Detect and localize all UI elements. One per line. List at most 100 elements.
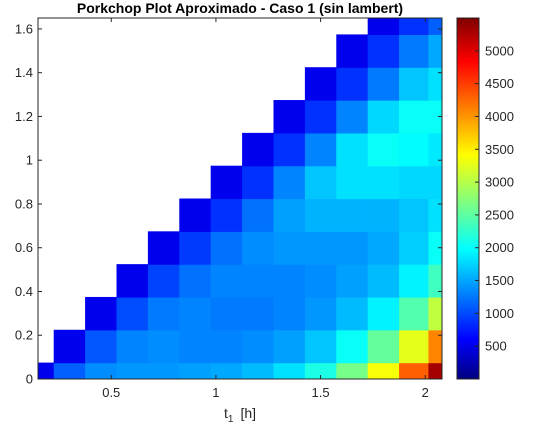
- heatmap-cell: [428, 100, 442, 134]
- heatmap-cell: [428, 329, 442, 364]
- plot-frame: [37, 17, 443, 380]
- heatmap-cell: [242, 296, 275, 331]
- heatmap-cell: [399, 296, 429, 331]
- y-tick-label: 1.2: [15, 109, 33, 124]
- heatmap-cell: [336, 264, 369, 298]
- heatmap-cell: [242, 264, 275, 298]
- heatmap-cell: [399, 329, 429, 364]
- heatmap-cell: [428, 296, 442, 331]
- heatmap-cell: [336, 362, 369, 379]
- heatmap-cell: [367, 34, 400, 68]
- heatmap-cell: [179, 264, 212, 298]
- heatmap-cell: [336, 165, 369, 200]
- x-axis-label-main: t: [224, 405, 228, 421]
- heatmap-cell: [304, 198, 337, 232]
- heatmap-cell: [399, 132, 429, 167]
- y-tick-label: 1.4: [15, 65, 33, 80]
- heatmap-cell: [273, 329, 306, 364]
- heatmap-cell: [428, 231, 442, 265]
- heatmap-cell: [304, 100, 337, 134]
- y-tick-label: 1.6: [15, 21, 33, 36]
- heatmap-cell: [242, 231, 275, 265]
- heatmap-cell: [273, 362, 306, 379]
- heatmap-cell: [336, 67, 369, 101]
- heatmap-cell: [147, 362, 180, 379]
- x-tick-label: 1: [212, 385, 219, 400]
- heatmap-cell: [399, 18, 429, 36]
- heatmap-cell: [210, 264, 243, 298]
- heatmap-cell: [399, 165, 429, 200]
- heatmap-cell: [179, 329, 212, 364]
- heatmap-cell: [147, 231, 180, 265]
- colorbar-tick-label: 4500: [485, 76, 514, 91]
- y-tick-label: 0.8: [15, 196, 33, 211]
- heatmap-cell: [367, 67, 400, 101]
- heatmap-cell: [304, 132, 337, 167]
- heatmap-cell: [399, 100, 429, 134]
- heatmap-cell: [210, 231, 243, 265]
- x-tick-label: 2: [422, 385, 429, 400]
- heatmap-cell: [53, 362, 86, 379]
- heatmap-cell: [38, 362, 55, 379]
- heatmap-cell: [242, 198, 275, 232]
- heatmap-cell: [428, 165, 442, 200]
- y-axis: 0 0.2 0.4 0.6 0.8 1 1.2 1.4 1.6: [15, 21, 442, 387]
- heatmap-cell: [210, 296, 243, 331]
- colorbar: 500 1000 1500 2000 2500 3000 3500 4000 4500 5000: [456, 17, 514, 380]
- x-tick-label: 0.5: [102, 385, 120, 400]
- heatmap-cell: [210, 362, 243, 379]
- heatmap-cell: [85, 296, 118, 331]
- heatmap-cell: [116, 362, 149, 379]
- heatmap-cell: [367, 165, 400, 200]
- y-tick-label: 1: [26, 153, 33, 168]
- heatmap-cell: [367, 100, 400, 134]
- heatmap-cell: [273, 132, 306, 167]
- heatmap-cell: [367, 132, 400, 167]
- heatmap-cell: [428, 18, 442, 36]
- colorbar-gradient: [456, 17, 480, 380]
- y-tick-label: 0: [26, 372, 33, 387]
- y-tick-label: 0.6: [15, 240, 33, 255]
- heatmap-cell: [242, 132, 275, 167]
- heatmap-cell: [428, 362, 442, 379]
- colorbar-tick-label: 500: [485, 339, 507, 354]
- heatmap-cell: [210, 165, 243, 200]
- heatmap-cell: [116, 296, 149, 331]
- heatmap-cell: [304, 296, 337, 331]
- x-axis-label: t1 [h]: [224, 405, 256, 425]
- heatmap-cell: [273, 165, 306, 200]
- heatmap-cell: [179, 231, 212, 265]
- heatmap-cell: [304, 67, 337, 101]
- heatmap-cell: [116, 264, 149, 298]
- heatmap-cell: [242, 165, 275, 200]
- heatmap-cell: [336, 231, 369, 265]
- heatmap-cell: [179, 362, 212, 379]
- heatmap-cell: [399, 67, 429, 101]
- plot-area: 0.5 1 1.5 2 0 0.2 0.4 0.6 0.8 1 1.2 1.4 1.6: [15, 17, 443, 400]
- heatmap-cell: [179, 296, 212, 331]
- colorbar-tick-label: 2500: [485, 207, 514, 222]
- heatmap-cell: [273, 231, 306, 265]
- heatmap-cell: [336, 34, 369, 68]
- heatmap-cell: [367, 264, 400, 298]
- y-tick-label: 0.2: [15, 328, 33, 343]
- heatmap-cell: [304, 231, 337, 265]
- heatmap-cell: [53, 329, 86, 364]
- heatmap-cell: [336, 198, 369, 232]
- heatmap-cell: [179, 198, 212, 232]
- heatmap-cell: [367, 18, 400, 36]
- heatmap-cell: [428, 198, 442, 232]
- heatmap-cell: [367, 198, 400, 232]
- x-axis-label-subscript: 1: [228, 414, 234, 425]
- heatmap-cell: [336, 329, 369, 364]
- heatmap-cell: [428, 67, 442, 101]
- heatmap-cell: [367, 329, 400, 364]
- colorbar-tick-label: 5000: [485, 43, 514, 58]
- heatmap-cell: [399, 231, 429, 265]
- heatmap-cell: [242, 329, 275, 364]
- heatmap-cell: [304, 165, 337, 200]
- colorbar-tick-label: 3000: [485, 175, 514, 190]
- heatmap-cell: [336, 296, 369, 331]
- heatmap-cell: [273, 264, 306, 298]
